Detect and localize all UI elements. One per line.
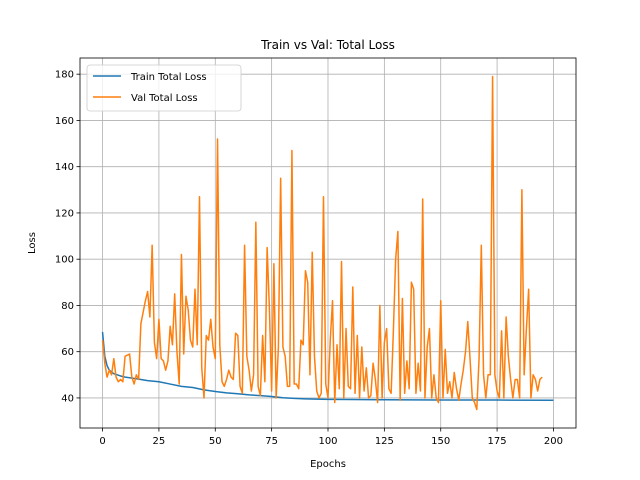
- x-axis: 0 25 50 75 100 125 150 175 200: [99, 428, 563, 447]
- y-tick-label: 60: [61, 347, 74, 358]
- plot-area: [101, 75, 554, 411]
- y-axis: 40 60 80 100 120 140 160 180: [55, 70, 80, 404]
- y-tick-label: 120: [55, 208, 74, 219]
- x-tick-label: 0: [99, 436, 105, 447]
- legend: Train Total Loss Val Total Loss: [86, 64, 242, 112]
- y-tick-label: 40: [61, 393, 74, 404]
- x-tick-label: 100: [318, 436, 337, 447]
- legend-label-val: Val Total Loss: [131, 93, 198, 104]
- y-axis-label: Loss: [27, 232, 38, 254]
- y-tick-label: 180: [55, 70, 74, 81]
- x-tick-label: 50: [209, 436, 222, 447]
- x-tick-label: 25: [153, 436, 166, 447]
- series-line-val-total-loss: [101, 75, 543, 411]
- legend-label-train: Train Total Loss: [130, 72, 207, 83]
- y-tick-label: 80: [61, 301, 74, 312]
- x-tick-label: 200: [544, 436, 563, 447]
- legend-box: [86, 64, 242, 112]
- x-tick-label: 175: [488, 436, 507, 447]
- y-tick-label: 100: [55, 255, 74, 266]
- y-tick-label: 140: [55, 162, 74, 173]
- x-tick-label: 150: [431, 436, 450, 447]
- y-tick-label: 160: [55, 116, 74, 127]
- chart-title: Train vs Val: Total Loss: [260, 38, 395, 52]
- x-axis-label: Epochs: [310, 459, 346, 470]
- x-tick-label: 125: [375, 436, 394, 447]
- x-tick-label: 75: [265, 436, 278, 447]
